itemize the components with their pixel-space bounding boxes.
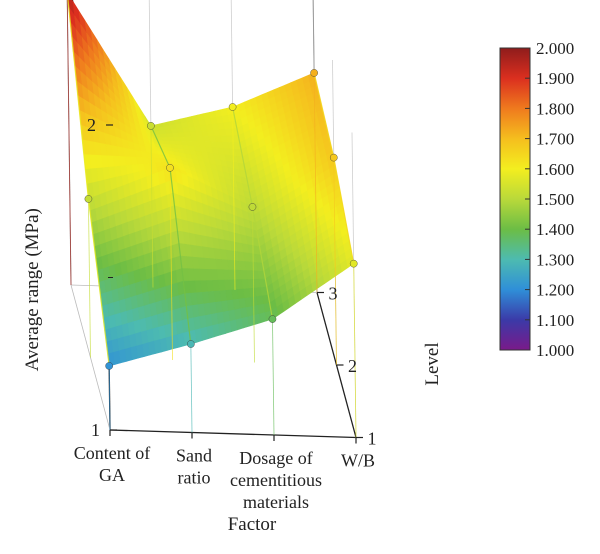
drop-line [169, 167, 173, 361]
x-tick-label: materials [243, 492, 309, 512]
drop-line [252, 206, 255, 363]
drop-line [232, 106, 236, 291]
data-point [187, 340, 195, 348]
x-tick-label: GA [99, 465, 125, 485]
colorbar-tick-label: 1.200 [536, 281, 574, 300]
data-point [166, 164, 174, 172]
level-tick-label: 1 [368, 429, 377, 449]
y-tick-label: 2 [87, 115, 96, 135]
drop-line [353, 263, 357, 438]
colorbar-tick-label: 1.500 [536, 190, 574, 209]
y-axis-title: Average range (MPa) [22, 208, 43, 371]
x-tick-label: Dosage of [239, 448, 312, 468]
colorbar-tick-label: 1.400 [536, 220, 574, 239]
colorbar-tick-label: 1.800 [536, 99, 574, 118]
response-surface [67, 0, 355, 367]
colorbar-tick-label: 1.100 [536, 311, 574, 330]
data-point [310, 69, 318, 77]
colorbar-tick-label: 2.000 [536, 39, 574, 58]
colorbar-tick-label: 1.600 [536, 160, 574, 179]
data-point [228, 103, 237, 111]
y-tick-label: 1 [91, 420, 100, 440]
level-tick-label: 2 [348, 356, 357, 376]
data-point [147, 122, 155, 130]
drop-line [190, 344, 193, 433]
drop-line [88, 198, 91, 358]
data-point [248, 203, 257, 211]
x-tick-label: Sand [176, 446, 212, 466]
level-tick-label: 3 [329, 284, 338, 304]
data-drop-lines [66, 0, 357, 438]
colorbar-tick-label: 1.900 [536, 69, 574, 88]
x-tick-label: Content of [74, 443, 151, 463]
x-axis-line [109, 429, 357, 439]
colorbar-tick-label: 1.000 [536, 341, 574, 360]
data-points [67, 0, 358, 370]
drop-line [150, 125, 154, 288]
drop-line [272, 319, 275, 436]
data-point [329, 153, 338, 162]
drop-line [108, 365, 111, 431]
data-point [84, 195, 93, 203]
x-axis-title: Factor [228, 514, 277, 535]
drop-line [66, 0, 72, 286]
drop-line [333, 157, 337, 366]
colorbar-tick-label: 1.300 [536, 250, 574, 269]
data-point [349, 259, 358, 268]
x-tick-label: W/B [341, 451, 375, 471]
drop-line [313, 72, 318, 293]
x-tick-label: cementitious [230, 470, 322, 490]
data-point [105, 362, 113, 370]
data-point [268, 315, 277, 323]
level-axis-title: Level [422, 342, 443, 385]
x-tick-label: ratio [178, 468, 211, 488]
colorbar: 2.000 1.900 1.800 1.700 1.600 1.500 1.400 1.300… [499, 39, 574, 360]
colorbar-tick-label: 1.700 [536, 130, 574, 149]
